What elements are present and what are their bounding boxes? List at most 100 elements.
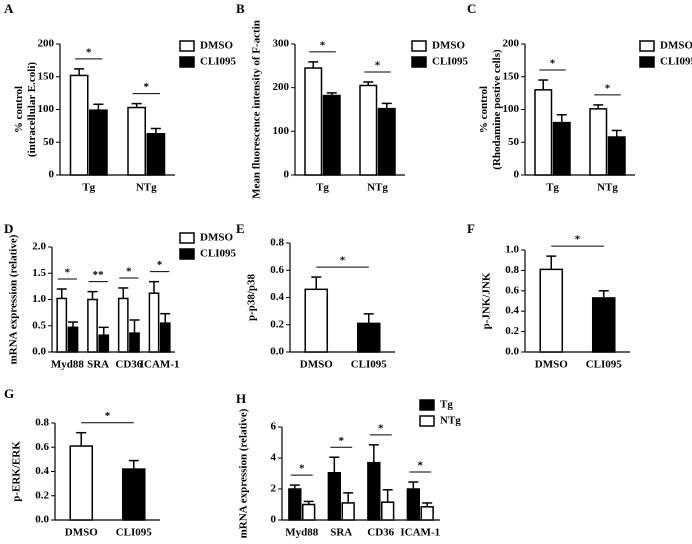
x-tick-label: NTg bbox=[367, 182, 388, 194]
bar bbox=[322, 94, 341, 176]
panel-letter: G bbox=[4, 386, 14, 401]
panel-letter: H bbox=[236, 391, 246, 406]
y-tick-label: 0.4 bbox=[270, 291, 284, 303]
legend-label: Tg bbox=[440, 399, 453, 411]
bar bbox=[341, 502, 355, 521]
bar bbox=[69, 445, 94, 521]
y-axis-label: mRNA expression (relative) bbox=[8, 234, 20, 364]
bar bbox=[356, 322, 381, 353]
y-tick-label: 300 bbox=[273, 38, 290, 50]
y-tick-label: 0.6 bbox=[270, 264, 284, 276]
y-tick-label: 200 bbox=[503, 38, 520, 50]
x-tick-label: Tg bbox=[546, 182, 559, 194]
x-tick-label: NTg bbox=[597, 182, 618, 194]
bar bbox=[127, 106, 146, 176]
x-tick-label: Myd88 bbox=[51, 359, 85, 371]
y-tick-label: 0.2 bbox=[270, 318, 284, 330]
bar bbox=[288, 488, 302, 521]
legend-label: DMSO bbox=[200, 232, 233, 244]
legend-swatch bbox=[639, 40, 655, 52]
panel-letter: B bbox=[236, 1, 245, 16]
significance-label: * bbox=[144, 81, 150, 93]
legend-label: CLI095 bbox=[200, 56, 237, 68]
bar bbox=[67, 326, 79, 353]
significance-label: ** bbox=[93, 269, 105, 281]
legend-label: DMSO bbox=[200, 40, 233, 52]
significance-label: * bbox=[65, 267, 71, 279]
significance-label: * bbox=[550, 58, 556, 70]
x-tick-label: SRA bbox=[87, 359, 109, 371]
bar bbox=[377, 107, 396, 176]
bar bbox=[591, 297, 616, 353]
y-tick-label: 0 bbox=[514, 169, 520, 181]
legend-label: DMSO bbox=[660, 40, 692, 52]
x-tick-label: ICAM-1 bbox=[140, 359, 180, 371]
x-tick-label: CD36 bbox=[115, 359, 142, 371]
x-tick-label: CD36 bbox=[367, 527, 394, 539]
y-tick-label: 50 bbox=[508, 136, 520, 148]
significance-label: * bbox=[86, 46, 92, 58]
y-axis-label: p-ERK/ERK bbox=[11, 441, 23, 502]
legend-swatch bbox=[419, 399, 435, 411]
significance-label: * bbox=[375, 60, 381, 72]
y-tick-label: 150 bbox=[503, 70, 520, 82]
significance-label: * bbox=[105, 410, 111, 422]
legend-swatch bbox=[411, 56, 427, 68]
x-tick-label: DMSO bbox=[300, 359, 333, 371]
legend-label: NTg bbox=[440, 415, 461, 427]
bar bbox=[406, 488, 420, 521]
significance-label: * bbox=[340, 255, 346, 267]
bar bbox=[129, 332, 140, 353]
y-tick-label: 100 bbox=[38, 103, 55, 115]
y-tick-label: 0.4 bbox=[505, 305, 519, 317]
y-tick-label: 150 bbox=[38, 70, 55, 82]
bar bbox=[367, 461, 381, 521]
bar bbox=[121, 468, 146, 521]
bar bbox=[146, 132, 166, 176]
y-tick-label: 0.8 bbox=[505, 264, 519, 276]
y-tick-label: 200 bbox=[273, 81, 290, 93]
bar bbox=[159, 322, 171, 353]
y-tick-label: 0 bbox=[284, 169, 290, 181]
y-axis-label: % control bbox=[13, 86, 25, 133]
significance-label: * bbox=[157, 259, 163, 271]
y-tick-label: 4 bbox=[271, 452, 277, 464]
significance-label: * bbox=[126, 265, 132, 277]
y-tick-label: 0.6 bbox=[35, 441, 49, 453]
significance-label: * bbox=[605, 82, 611, 94]
x-tick-label: CLI095 bbox=[116, 527, 153, 539]
bar bbox=[381, 501, 395, 521]
legend-swatch bbox=[179, 56, 195, 68]
y-tick-label: 100 bbox=[503, 103, 520, 115]
bar bbox=[56, 297, 68, 353]
bar bbox=[117, 297, 129, 353]
y-tick-label: 0.0 bbox=[505, 346, 519, 358]
bar bbox=[589, 108, 608, 176]
y-axis-label: mRNA expression (relative) bbox=[238, 408, 250, 538]
y-tick-label: 2.0 bbox=[32, 241, 46, 253]
panel-letter: F bbox=[467, 221, 475, 236]
legend-swatch bbox=[639, 56, 655, 68]
y-tick-label: 0.2 bbox=[505, 325, 519, 337]
y-tick-label: 0 bbox=[271, 514, 277, 526]
bar bbox=[539, 268, 564, 353]
significance-label: * bbox=[320, 39, 326, 51]
y-tick-label: 0.5 bbox=[32, 319, 46, 331]
x-tick-label: CLI095 bbox=[586, 359, 623, 371]
y-tick-label: 0.2 bbox=[35, 489, 49, 501]
x-tick-label: SRA bbox=[330, 527, 352, 539]
x-tick-label: Tg bbox=[316, 182, 329, 194]
bar bbox=[98, 334, 110, 353]
y-tick-label: 6 bbox=[271, 421, 277, 433]
y-tick-label: 0.6 bbox=[505, 284, 519, 296]
y-tick-label: 0.0 bbox=[35, 514, 49, 526]
legend-swatch bbox=[411, 40, 427, 52]
legend-label: DMSO bbox=[432, 40, 465, 52]
y-tick-label: 0.8 bbox=[35, 417, 49, 429]
y-axis-label: % control bbox=[478, 86, 490, 133]
y-axis-label: (intracellular E.coli) bbox=[26, 62, 38, 157]
y-tick-label: 2 bbox=[271, 483, 277, 495]
significance-label: * bbox=[418, 460, 424, 472]
bar bbox=[534, 89, 553, 176]
